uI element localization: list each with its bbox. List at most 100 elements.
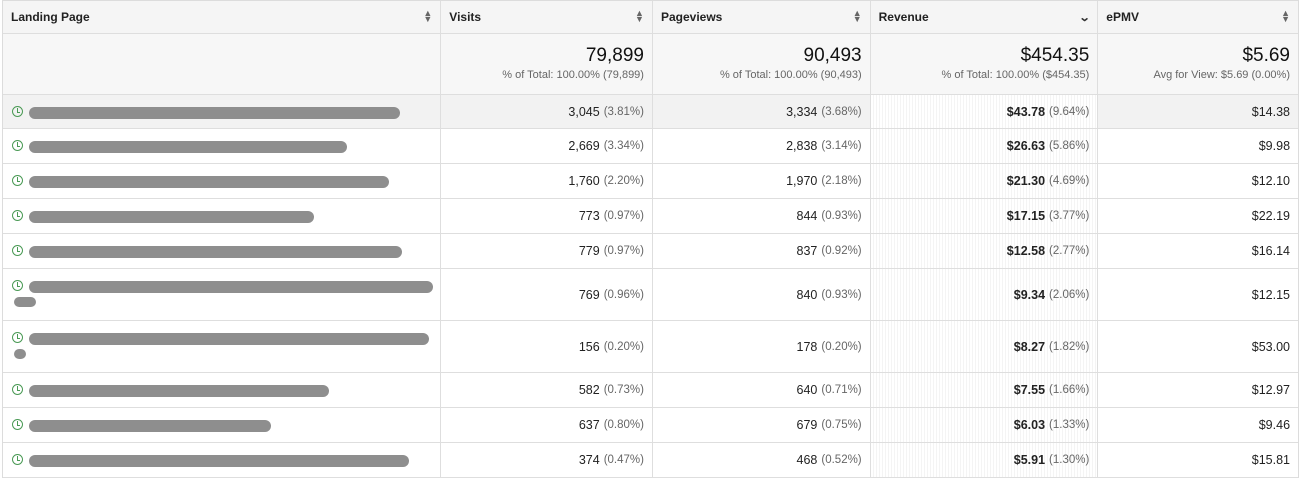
table-row[interactable]: 374 (0.47%) 468 (0.52%) $5.91 (1.30%) $1… xyxy=(3,443,1298,478)
landing-page-cell xyxy=(3,269,442,320)
redacted-landing-page-url-continued[interactable] xyxy=(14,349,26,359)
redacted-landing-page-url[interactable] xyxy=(29,385,329,397)
column-header-revenue[interactable]: Revenue ⌄ xyxy=(871,1,1099,33)
redacted-landing-page-url-continued[interactable] xyxy=(14,297,36,307)
total-epmv-subtext: Avg for View: $5.69 (0.00%) xyxy=(1153,69,1290,81)
epmv-value: $22.19 xyxy=(1251,209,1291,223)
revenue-cell: $7.55 (1.66%) xyxy=(870,373,1099,407)
visits-percent: (3.34%) xyxy=(603,140,644,152)
pageviews-value: 178 xyxy=(796,339,818,354)
visits-percent: (0.97%) xyxy=(603,210,644,222)
column-header-visits[interactable]: Visits ▲ ▼ xyxy=(441,1,653,33)
pageviews-value: 640 xyxy=(796,383,818,397)
pageviews-value: 844 xyxy=(796,209,818,223)
column-header-pageviews[interactable]: Pageviews ▲ ▼ xyxy=(653,1,871,33)
table-row[interactable]: 769 (0.96%) 840 (0.93%) $9.34 (2.06%) $1… xyxy=(3,269,1298,321)
landing-page-cell xyxy=(3,408,442,442)
visits-value: 769 xyxy=(578,287,600,302)
pageviews-cell: 840 (0.93%) xyxy=(653,269,871,320)
table-header-row: Landing Page ▲ ▼ Visits ▲ ▼ Pageviews ▲ ▼ R… xyxy=(3,0,1298,34)
redacted-landing-page-url[interactable] xyxy=(29,176,389,188)
clock-icon[interactable] xyxy=(12,384,23,395)
clock-icon[interactable] xyxy=(12,454,23,465)
pageviews-value: 2,838 xyxy=(786,139,818,153)
revenue-cell: $9.34 (2.06%) xyxy=(870,269,1099,320)
clock-icon[interactable] xyxy=(12,175,23,186)
clock-icon[interactable] xyxy=(12,419,23,430)
revenue-cell: $21.30 (4.69%) xyxy=(870,164,1099,198)
table-row[interactable]: 156 (0.20%) 178 (0.20%) $8.27 (1.82%) $5… xyxy=(3,321,1298,373)
table-row[interactable]: 1,760 (2.20%) 1,970 (2.18%) $21.30 (4.69… xyxy=(3,164,1298,199)
table-row[interactable]: 2,669 (3.34%) 2,838 (3.14%) $26.63 (5.86… xyxy=(3,129,1298,164)
pageviews-percent: (0.93%) xyxy=(821,210,862,222)
clock-icon[interactable] xyxy=(12,280,23,291)
landing-page-cell xyxy=(3,199,442,233)
redacted-landing-page-url[interactable] xyxy=(29,107,400,119)
revenue-cell: $5.91 (1.30%) xyxy=(870,443,1099,477)
table-row[interactable]: 3,045 (3.81%) 3,334 (3.68%) $43.78 (9.64… xyxy=(3,95,1298,129)
landing-page-cell xyxy=(3,95,442,128)
redacted-landing-page-url[interactable] xyxy=(29,211,314,223)
table-row[interactable]: 779 (0.97%) 837 (0.92%) $12.58 (2.77%) $… xyxy=(3,234,1298,269)
landing-page-cell xyxy=(3,443,442,477)
clock-icon[interactable] xyxy=(12,210,23,221)
visits-cell: 2,669 (3.34%) xyxy=(441,129,653,163)
pageviews-cell: 679 (0.75%) xyxy=(653,408,871,442)
revenue-cell: $17.15 (3.77%) xyxy=(870,199,1099,233)
column-header-landing-page[interactable]: Landing Page ▲ ▼ xyxy=(3,1,442,33)
epmv-cell: $22.19 xyxy=(1098,199,1298,233)
clock-icon[interactable] xyxy=(12,106,23,117)
sort-updown-icon[interactable]: ▲ ▼ xyxy=(635,8,644,24)
revenue-value: $5.91 xyxy=(1013,453,1046,467)
redacted-landing-page-url[interactable] xyxy=(29,281,433,293)
pageviews-cell: 178 (0.20%) xyxy=(653,321,871,372)
pageviews-value: 3,334 xyxy=(786,104,818,119)
table-row[interactable]: 773 (0.97%) 844 (0.93%) $17.15 (3.77%) $… xyxy=(3,199,1298,234)
visits-value: 779 xyxy=(578,244,600,258)
epmv-value: $16.14 xyxy=(1251,244,1291,258)
redacted-landing-page-url[interactable] xyxy=(29,333,429,345)
epmv-cell: $53.00 xyxy=(1098,321,1298,372)
revenue-cell: $43.78 (9.64%) xyxy=(870,95,1099,128)
revenue-cell: $12.58 (2.77%) xyxy=(870,234,1099,268)
revenue-value: $43.78 xyxy=(1006,104,1046,119)
visits-value: 3,045 xyxy=(568,104,600,119)
table-row[interactable]: 637 (0.80%) 679 (0.75%) $6.03 (1.33%) $9… xyxy=(3,408,1298,443)
clock-icon[interactable] xyxy=(12,332,23,343)
redacted-landing-page-url[interactable] xyxy=(29,420,271,432)
total-pageviews-cell: 90,493 % of Total: 100.00% (90,493) xyxy=(653,34,871,94)
sort-updown-icon[interactable]: ▲ ▼ xyxy=(852,8,862,24)
epmv-cell: $9.46 xyxy=(1098,408,1298,442)
redacted-landing-page-url[interactable] xyxy=(29,455,409,467)
table-row[interactable]: 582 (0.73%) 640 (0.71%) $7.55 (1.66%) $1… xyxy=(3,373,1298,408)
epmv-value: $53.00 xyxy=(1251,339,1291,354)
epmv-cell: $15.81 xyxy=(1098,443,1298,477)
totals-empty-cell xyxy=(3,34,442,94)
sort-updown-icon[interactable]: ▲ ▼ xyxy=(423,8,433,24)
visits-value: 582 xyxy=(578,383,600,397)
pageviews-percent: (0.52%) xyxy=(821,454,862,466)
pageviews-percent: (3.14%) xyxy=(821,140,862,152)
revenue-percent: (2.77%) xyxy=(1049,245,1090,257)
total-visits-subtext: % of Total: 100.00% (79,899) xyxy=(502,69,644,81)
redacted-landing-page-url[interactable] xyxy=(29,141,347,153)
total-visits-cell: 79,899 % of Total: 100.00% (79,899) xyxy=(441,34,653,94)
visits-percent: (0.97%) xyxy=(603,245,644,257)
epmv-value: $15.81 xyxy=(1251,453,1291,467)
column-header-epmv[interactable]: ePMV ▲ ▼ xyxy=(1098,1,1298,33)
revenue-value: $12.58 xyxy=(1006,244,1046,258)
total-epmv-value: $5.69 xyxy=(1242,45,1290,66)
revenue-percent: (1.30%) xyxy=(1049,454,1090,466)
visits-cell: 773 (0.97%) xyxy=(441,199,653,233)
chevron-down-icon[interactable]: ⌄ xyxy=(1078,11,1091,24)
epmv-cell: $14.38 xyxy=(1098,95,1298,128)
revenue-percent: (9.64%) xyxy=(1049,105,1090,118)
total-revenue-value: $454.35 xyxy=(1020,45,1090,66)
clock-icon[interactable] xyxy=(12,245,23,256)
revenue-value: $7.55 xyxy=(1013,383,1046,397)
sort-updown-icon[interactable]: ▲ ▼ xyxy=(1281,8,1290,24)
visits-percent: (0.80%) xyxy=(603,419,644,431)
total-pageviews-subtext: % of Total: 100.00% (90,493) xyxy=(719,69,862,81)
clock-icon[interactable] xyxy=(12,140,23,151)
redacted-landing-page-url[interactable] xyxy=(29,246,402,258)
